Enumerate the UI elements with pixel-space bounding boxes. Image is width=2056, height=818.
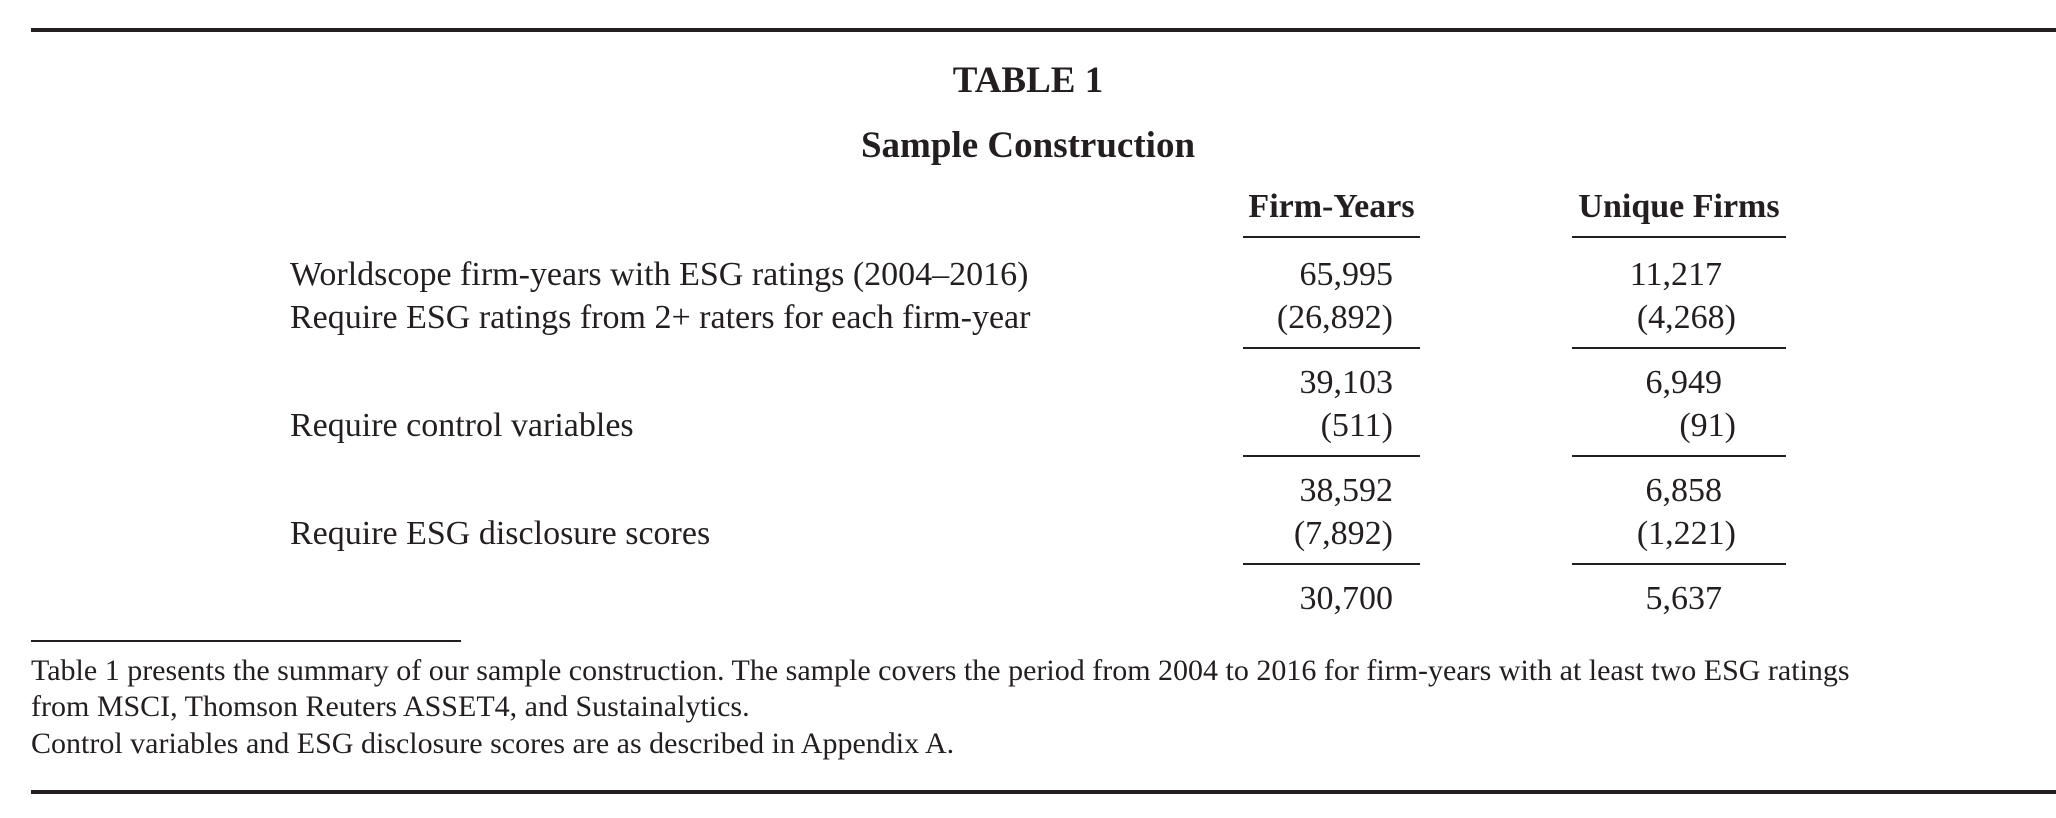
cell-firm-years: (511) <box>1320 407 1393 444</box>
cell-unique-firms: (1,221) <box>1636 515 1736 552</box>
column-header-unique-firms: Unique Firms <box>1578 188 1780 225</box>
subtotal-rule-firm-years <box>1243 563 1420 565</box>
table-title: TABLE 1 <box>952 60 1104 101</box>
footnote-rule <box>31 640 461 642</box>
table-note-line-1: Table 1 presents the summary of our samp… <box>31 654 1850 687</box>
bottom-rule <box>31 790 2056 794</box>
header-underline-unique-firms <box>1572 236 1786 238</box>
header-underline-firm-years <box>1243 236 1420 238</box>
cell-unique-firms: (91) <box>1679 407 1736 444</box>
column-header-firm-years: Firm-Years <box>1248 188 1415 225</box>
row-label: Require ESG ratings from 2+ raters for e… <box>290 299 1031 336</box>
row-label: Require ESG disclosure scores <box>290 515 711 552</box>
cell-firm-years: (7,892) <box>1293 515 1393 552</box>
cell-unique-firms: (4,268) <box>1636 299 1736 336</box>
cell-firm-years: 38,592 <box>1299 472 1394 509</box>
subtotal-rule-firm-years <box>1243 455 1420 457</box>
table-subtitle: Sample Construction <box>860 125 1196 166</box>
cell-unique-firms: 6,949 <box>1645 364 1723 401</box>
top-rule <box>31 28 2056 32</box>
cell-firm-years: 65,995 <box>1299 256 1394 293</box>
row-label: Worldscope firm-years with ESG ratings (… <box>290 256 1029 293</box>
cell-unique-firms-total: 5,637 <box>1645 580 1723 617</box>
cell-unique-firms: 11,217 <box>1629 256 1722 293</box>
subtotal-rule-unique-firms <box>1572 455 1786 457</box>
subtotal-rule-unique-firms <box>1572 563 1786 565</box>
cell-firm-years: 39,103 <box>1299 364 1394 401</box>
cell-firm-years: (26,892) <box>1276 299 1393 336</box>
subtotal-rule-unique-firms <box>1572 347 1786 349</box>
row-label: Require control variables <box>290 407 634 444</box>
table-note-line-3: Control variables and ESG disclosure sco… <box>31 727 955 760</box>
cell-unique-firms: 6,858 <box>1645 472 1723 509</box>
cell-firm-years-total: 30,700 <box>1299 580 1394 617</box>
subtotal-rule-firm-years <box>1243 347 1420 349</box>
table-note-line-2: from MSCI, Thomson Reuters ASSET4, and S… <box>31 690 750 723</box>
